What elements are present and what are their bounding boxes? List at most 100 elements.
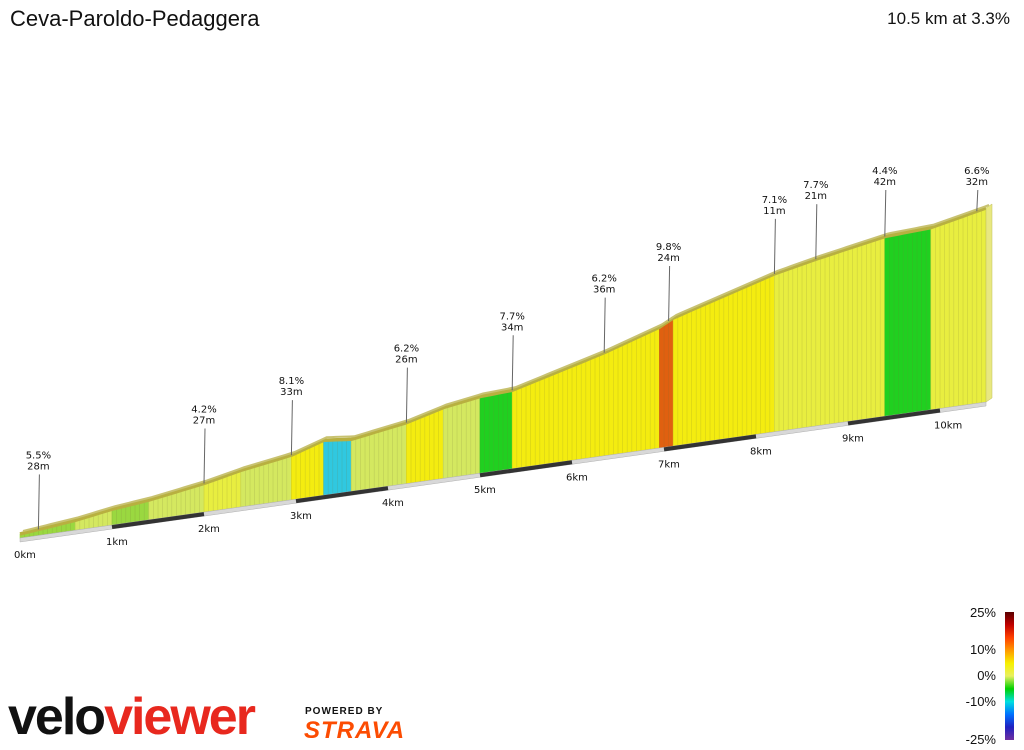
profile-slice xyxy=(153,496,159,520)
profile-slice xyxy=(925,227,932,411)
profile-slice xyxy=(737,287,743,438)
profile-slice xyxy=(705,301,711,442)
profile-slice xyxy=(861,242,867,420)
profile-slice xyxy=(530,380,536,467)
annotation-rise: 21m xyxy=(805,191,827,202)
profile-slice xyxy=(189,485,196,515)
profile-slice xyxy=(935,223,941,410)
profile-slice xyxy=(277,457,283,503)
km-band xyxy=(847,408,941,426)
profile-slice xyxy=(424,412,430,482)
profile-slice xyxy=(778,270,784,432)
climb-summary: 10.5 km at 3.3% xyxy=(887,9,1010,28)
profile-slice xyxy=(327,439,334,495)
veloviewer-logo[interactable]: veloviewer xyxy=(8,687,256,747)
logo-viewer-text: viewer xyxy=(104,688,256,746)
annotation-grade: 5.5% xyxy=(26,450,51,461)
profile-slice xyxy=(695,305,702,444)
km-tick-label: 8km xyxy=(750,446,772,457)
annotation-grade: 9.8% xyxy=(656,242,681,253)
profile-slice xyxy=(180,488,186,516)
profile-slice xyxy=(534,378,541,466)
strava-logo[interactable]: STRAVA xyxy=(304,717,406,744)
profile-slice xyxy=(613,345,619,455)
profile-slice xyxy=(254,464,260,506)
profile-slice xyxy=(953,217,959,407)
profile-slice xyxy=(728,291,734,439)
profile-slice xyxy=(843,248,849,423)
profile-slice xyxy=(594,354,600,458)
legend-tick-label: 25% xyxy=(970,605,996,620)
profile-slice xyxy=(847,246,853,422)
annotation-leader xyxy=(37,474,40,530)
annotation-leader xyxy=(668,266,671,322)
profile-slice xyxy=(599,352,605,457)
profile-slice xyxy=(208,479,214,512)
annotation-grade: 6.2% xyxy=(394,344,419,355)
profile-slice xyxy=(235,469,242,508)
profile-slice xyxy=(879,236,886,418)
profile-slice xyxy=(659,323,665,449)
profile-end-wall xyxy=(985,203,993,403)
profile-slice xyxy=(645,330,651,451)
profile-slice xyxy=(967,212,973,405)
profile-slice xyxy=(378,429,384,488)
km-tick-label: 6km xyxy=(566,472,588,483)
annotation-grade: 4.4% xyxy=(872,166,897,177)
profile-slice xyxy=(649,328,656,450)
profile-slice xyxy=(907,230,913,414)
profile-slice xyxy=(406,420,412,484)
annotation-grade: 7.7% xyxy=(803,180,828,191)
km-band xyxy=(663,434,757,452)
profile-slice xyxy=(332,439,338,495)
gradient-annotations: 5.5%28m4.2%27m8.1%33m6.2%26m7.7%34m6.2%3… xyxy=(26,166,990,530)
profile-slice xyxy=(663,320,669,448)
profile-slice xyxy=(268,460,274,504)
profile-slice xyxy=(921,228,927,412)
profile-slice xyxy=(544,374,550,465)
profile-slice xyxy=(410,418,416,484)
annotation-rise: 28m xyxy=(27,461,49,472)
annotation-rise: 34m xyxy=(501,322,523,333)
km-tick-label: 2km xyxy=(198,524,220,535)
profile-slice xyxy=(631,337,637,453)
profile-slice xyxy=(502,390,508,471)
profile-slice xyxy=(580,359,587,460)
profile-slice xyxy=(870,239,876,419)
annotation-rise: 11m xyxy=(763,206,785,217)
profile-slice xyxy=(304,446,311,499)
profile-slice xyxy=(636,335,642,452)
profile-slice xyxy=(898,232,904,415)
profile-slice xyxy=(902,231,909,415)
profile-slice xyxy=(746,283,752,437)
profile-slice xyxy=(217,476,223,511)
gradient-legend: 25% 10% 0% -10% -25% xyxy=(966,605,1014,747)
profile-slice xyxy=(442,405,449,479)
profile-slice xyxy=(700,303,706,443)
profile-slice xyxy=(539,376,545,466)
profile-slice xyxy=(783,268,789,431)
profile-slice xyxy=(760,277,766,435)
profile-slice xyxy=(557,369,564,463)
annotation-leader xyxy=(203,428,206,484)
profile-slice xyxy=(548,372,554,464)
profile-slice xyxy=(521,384,527,468)
profile-slice xyxy=(787,266,794,431)
profile-slice xyxy=(438,407,444,480)
profile-slice xyxy=(682,311,688,446)
logo-velo-text: velo xyxy=(8,688,106,746)
profile-slice xyxy=(226,473,232,510)
km-tick-label: 4km xyxy=(382,498,404,509)
profile-slice xyxy=(516,386,522,469)
annotation-grade: 7.7% xyxy=(499,311,524,322)
profile-slice xyxy=(571,363,577,461)
profile-slice xyxy=(833,251,840,424)
profile-slice xyxy=(824,254,830,426)
annotation-leader xyxy=(511,335,514,391)
profile-slice xyxy=(291,452,297,501)
profile-ridge-back xyxy=(22,204,990,532)
profile-slice xyxy=(249,465,255,506)
profile-slice xyxy=(958,215,964,407)
profile-slice xyxy=(806,260,812,428)
profile-slice xyxy=(452,403,458,478)
